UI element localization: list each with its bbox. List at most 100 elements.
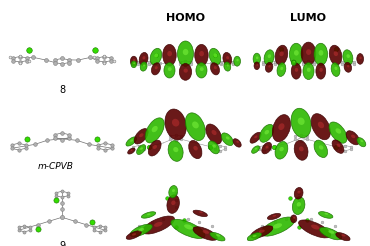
Ellipse shape bbox=[179, 63, 192, 80]
Point bbox=[296, 199, 302, 202]
Ellipse shape bbox=[183, 49, 188, 55]
Point bbox=[101, 55, 107, 59]
Point bbox=[30, 55, 36, 59]
Ellipse shape bbox=[189, 140, 202, 159]
Point bbox=[261, 149, 267, 153]
Point bbox=[348, 147, 354, 151]
Point bbox=[16, 228, 21, 232]
Ellipse shape bbox=[324, 213, 328, 215]
Ellipse shape bbox=[252, 146, 260, 153]
Point bbox=[160, 217, 166, 221]
Point bbox=[164, 196, 170, 200]
Point bbox=[343, 149, 349, 153]
Point bbox=[141, 63, 147, 67]
Point bbox=[188, 62, 194, 66]
Point bbox=[110, 146, 115, 150]
Point bbox=[351, 62, 357, 66]
Ellipse shape bbox=[311, 114, 330, 140]
Point bbox=[148, 61, 154, 65]
Point bbox=[97, 230, 102, 234]
Ellipse shape bbox=[212, 130, 216, 135]
Point bbox=[296, 205, 302, 209]
Point bbox=[59, 57, 65, 61]
Ellipse shape bbox=[256, 64, 258, 66]
Point bbox=[65, 191, 71, 195]
Ellipse shape bbox=[351, 135, 355, 138]
Text: HOMO: HOMO bbox=[166, 13, 205, 23]
Text: 9: 9 bbox=[59, 241, 65, 246]
Point bbox=[137, 224, 142, 228]
Ellipse shape bbox=[154, 53, 158, 58]
Ellipse shape bbox=[294, 187, 303, 199]
Point bbox=[16, 225, 21, 229]
Ellipse shape bbox=[148, 140, 161, 156]
Point bbox=[24, 59, 30, 63]
Text: 8: 8 bbox=[59, 85, 65, 95]
Ellipse shape bbox=[332, 140, 344, 153]
Ellipse shape bbox=[140, 147, 143, 150]
Ellipse shape bbox=[209, 48, 221, 65]
Point bbox=[300, 62, 306, 66]
Point bbox=[91, 55, 97, 59]
Ellipse shape bbox=[264, 50, 274, 65]
Ellipse shape bbox=[226, 56, 229, 59]
Ellipse shape bbox=[301, 42, 316, 65]
Ellipse shape bbox=[142, 216, 175, 234]
Ellipse shape bbox=[139, 133, 144, 137]
Point bbox=[7, 55, 13, 59]
Ellipse shape bbox=[265, 146, 269, 149]
Ellipse shape bbox=[128, 148, 135, 154]
Point bbox=[24, 56, 30, 60]
Point bbox=[208, 61, 214, 65]
Ellipse shape bbox=[344, 62, 352, 72]
Ellipse shape bbox=[236, 141, 239, 143]
Ellipse shape bbox=[167, 51, 172, 56]
Ellipse shape bbox=[178, 41, 194, 66]
Point bbox=[53, 194, 59, 198]
Ellipse shape bbox=[336, 128, 341, 134]
Point bbox=[173, 226, 179, 230]
Ellipse shape bbox=[210, 232, 225, 241]
Ellipse shape bbox=[268, 65, 271, 67]
Point bbox=[298, 133, 304, 137]
Ellipse shape bbox=[221, 133, 233, 146]
Point bbox=[176, 62, 182, 66]
Ellipse shape bbox=[171, 200, 175, 205]
Ellipse shape bbox=[298, 118, 305, 125]
Ellipse shape bbox=[155, 66, 158, 69]
Point bbox=[279, 47, 285, 51]
Ellipse shape bbox=[236, 59, 239, 61]
Point bbox=[217, 61, 223, 65]
Point bbox=[21, 224, 27, 228]
Ellipse shape bbox=[213, 53, 217, 57]
Point bbox=[176, 60, 182, 64]
Point bbox=[332, 224, 338, 228]
Point bbox=[271, 145, 277, 149]
Point bbox=[17, 54, 23, 58]
Point bbox=[306, 63, 312, 67]
Point bbox=[312, 62, 317, 66]
Point bbox=[101, 54, 107, 58]
Ellipse shape bbox=[336, 233, 350, 241]
Ellipse shape bbox=[137, 145, 146, 154]
Point bbox=[292, 137, 298, 141]
Point bbox=[333, 47, 339, 51]
Point bbox=[74, 138, 80, 142]
Point bbox=[304, 218, 310, 222]
Ellipse shape bbox=[193, 210, 208, 217]
Ellipse shape bbox=[337, 144, 340, 147]
Ellipse shape bbox=[342, 234, 346, 236]
Ellipse shape bbox=[357, 138, 366, 147]
Ellipse shape bbox=[334, 51, 338, 56]
Point bbox=[17, 55, 23, 59]
Point bbox=[298, 139, 304, 143]
Point bbox=[333, 145, 339, 149]
Ellipse shape bbox=[316, 63, 326, 79]
Point bbox=[94, 59, 100, 63]
Ellipse shape bbox=[334, 67, 337, 70]
Ellipse shape bbox=[172, 119, 179, 126]
Ellipse shape bbox=[275, 141, 288, 159]
Point bbox=[337, 147, 343, 151]
Ellipse shape bbox=[295, 68, 298, 72]
Ellipse shape bbox=[311, 225, 320, 230]
